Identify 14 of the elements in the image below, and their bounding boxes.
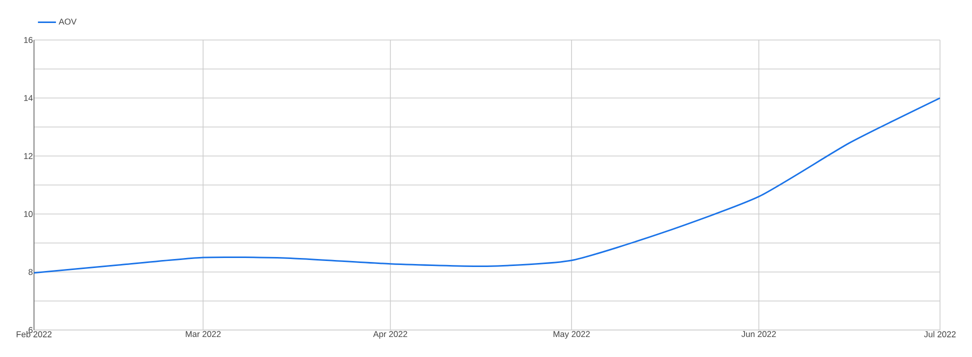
y-tick-label: 12 <box>24 153 33 159</box>
y-tick-label: 10 <box>24 210 33 218</box>
line-series <box>34 97 940 274</box>
y-tick-label: 6 <box>28 326 33 334</box>
x-tick-label: Feb 2022 <box>16 331 52 338</box>
x-tick-label: Jun 2022 <box>741 331 776 338</box>
x-tick-label: Mar 2022 <box>186 331 221 338</box>
x-tick-label: Jul 2022 <box>924 331 956 338</box>
y-tick-label: 14 <box>24 95 33 101</box>
x-tick-label: May 2022 <box>554 331 590 339</box>
x-tick-label: Apr 2022 <box>373 331 408 339</box>
y-tick-label: 8 <box>28 268 33 276</box>
y-tick-label: 16 <box>24 36 33 43</box>
legend-label: AOV <box>58 18 77 25</box>
